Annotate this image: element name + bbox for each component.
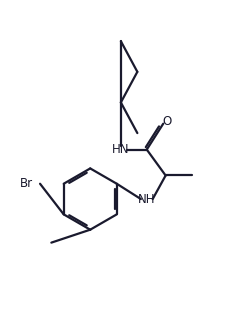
Text: O: O: [162, 115, 171, 128]
Text: NH: NH: [138, 193, 155, 205]
Text: HN: HN: [112, 143, 130, 156]
Text: Br: Br: [19, 177, 32, 190]
